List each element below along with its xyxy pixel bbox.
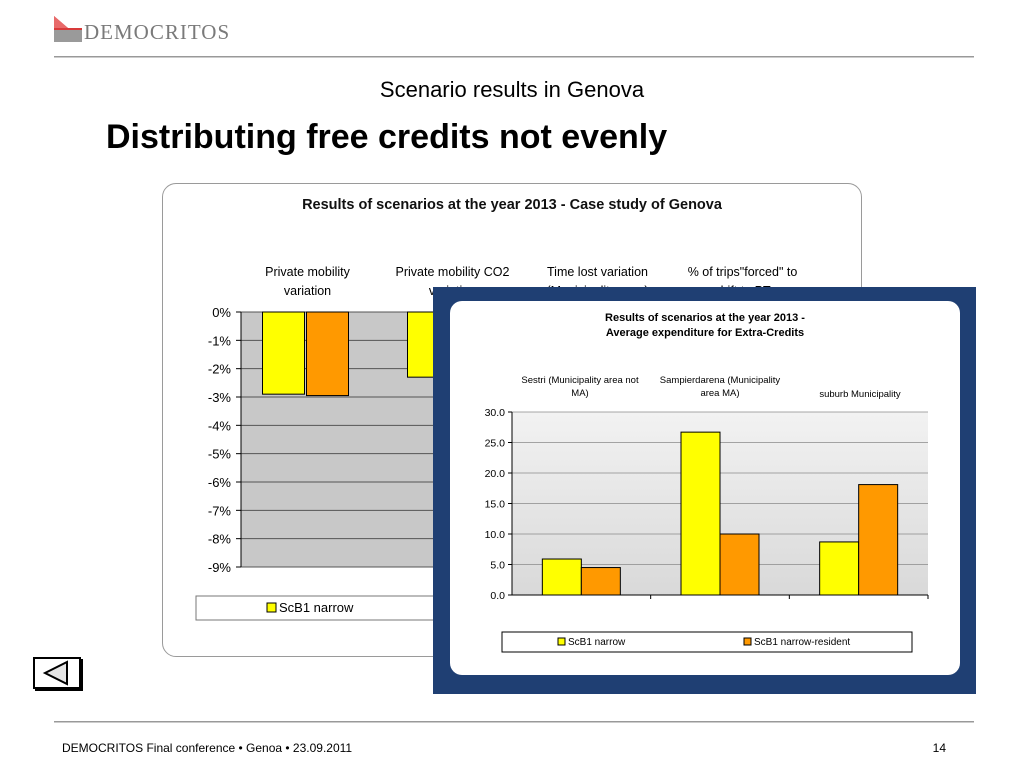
category-label: variation xyxy=(284,284,331,298)
y-tick-label: -4% xyxy=(208,418,232,433)
legend-box xyxy=(501,631,913,653)
y-tick-label: 10.0 xyxy=(485,529,506,541)
previous-slide-button[interactable] xyxy=(33,657,81,689)
y-tick-label: 30.0 xyxy=(485,407,506,419)
footer-text: DEMOCRITOS Final conference • Genoa • 23… xyxy=(62,741,353,755)
category-label: Private mobility xyxy=(265,265,350,279)
y-tick-label: -1% xyxy=(208,333,232,348)
category-label: Sestri (Municipality area not xyxy=(521,375,639,386)
chart-title: Results of scenarios at the year 2013 - xyxy=(605,312,805,324)
legend-swatch xyxy=(266,602,277,613)
bar xyxy=(262,311,305,395)
category-label: area MA) xyxy=(700,388,739,399)
logo-mark-icon xyxy=(54,16,82,42)
page-number: 14 xyxy=(932,741,946,755)
category-label: MA) xyxy=(571,388,588,399)
legend-label: ScB1 narrow xyxy=(568,637,626,648)
bar xyxy=(819,541,860,596)
y-tick-label: 25.0 xyxy=(485,438,506,450)
category-label: Private mobility CO2 xyxy=(396,265,510,279)
bar xyxy=(541,558,582,596)
y-tick-label: 0.0 xyxy=(490,590,505,602)
triangle-left-icon xyxy=(42,660,68,686)
category-label: suburb Municipality xyxy=(819,389,901,400)
bar xyxy=(580,567,621,596)
y-tick-label: -5% xyxy=(208,447,232,462)
slide-subtitle: Scenario results in Genova xyxy=(379,77,645,102)
slide-title: Distributing free credits not evenly xyxy=(106,118,668,156)
y-tick-label: -2% xyxy=(208,362,232,377)
chart-title: Results of scenarios at the year 2013 - … xyxy=(302,197,723,213)
y-tick-label: 5.0 xyxy=(490,560,505,572)
legend-swatch xyxy=(743,637,752,646)
header-divider xyxy=(54,56,974,57)
logo-text: DEMOCRITOS xyxy=(84,20,231,44)
y-tick-label: -3% xyxy=(208,390,232,405)
extra-credits-chart-panel: Results of scenarios at the year 2013 - A… xyxy=(450,301,960,675)
legend-label: ScB1 narrow xyxy=(279,600,354,615)
bar xyxy=(858,484,899,596)
footer-divider xyxy=(54,721,974,722)
y-tick-label: 15.0 xyxy=(485,499,506,511)
y-tick-label: -8% xyxy=(208,532,232,547)
y-tick-label: -9% xyxy=(208,560,232,575)
bar xyxy=(680,431,721,596)
bar xyxy=(719,533,760,596)
legend-swatch xyxy=(557,637,566,646)
y-tick-label: -6% xyxy=(208,475,232,490)
legend-label: ScB1 narrow-resident xyxy=(754,637,850,648)
extra-credits-chart: Results of scenarios at the year 2013 - A… xyxy=(485,312,929,653)
y-tick-label: 20.0 xyxy=(485,468,506,480)
y-tick-label: 0% xyxy=(212,305,231,320)
chart-title: Average expenditure for Extra-Credits xyxy=(606,327,804,339)
y-tick-label: -7% xyxy=(208,503,232,518)
category-label: % of trips"forced" to xyxy=(688,265,798,279)
category-label: Sampierdarena (Municipality xyxy=(660,375,781,386)
category-label: Time lost variation xyxy=(547,265,648,279)
bar xyxy=(306,311,349,397)
democritos-logo: DEMOCRITOS xyxy=(54,14,314,50)
